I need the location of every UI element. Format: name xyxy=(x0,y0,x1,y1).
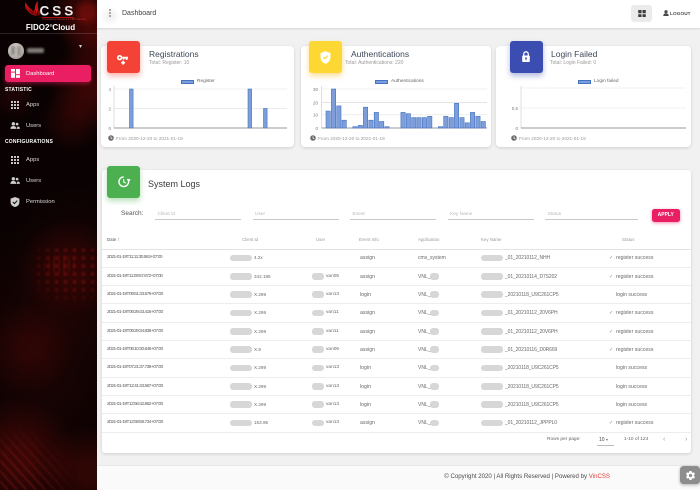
svg-text:30: 30 xyxy=(313,87,319,92)
svg-text:10: 10 xyxy=(313,113,319,118)
svg-text:CSS: CSS xyxy=(40,4,77,19)
svg-text:in: in xyxy=(33,8,40,17)
svg-text:4: 4 xyxy=(108,87,111,92)
svg-text:20: 20 xyxy=(313,100,319,105)
svg-text:2: 2 xyxy=(108,107,111,112)
svg-text:0: 0 xyxy=(315,126,318,130)
svg-text:0: 0 xyxy=(108,126,111,130)
svg-text:0.5: 0.5 xyxy=(512,106,519,111)
svg-text:0: 0 xyxy=(515,126,518,130)
